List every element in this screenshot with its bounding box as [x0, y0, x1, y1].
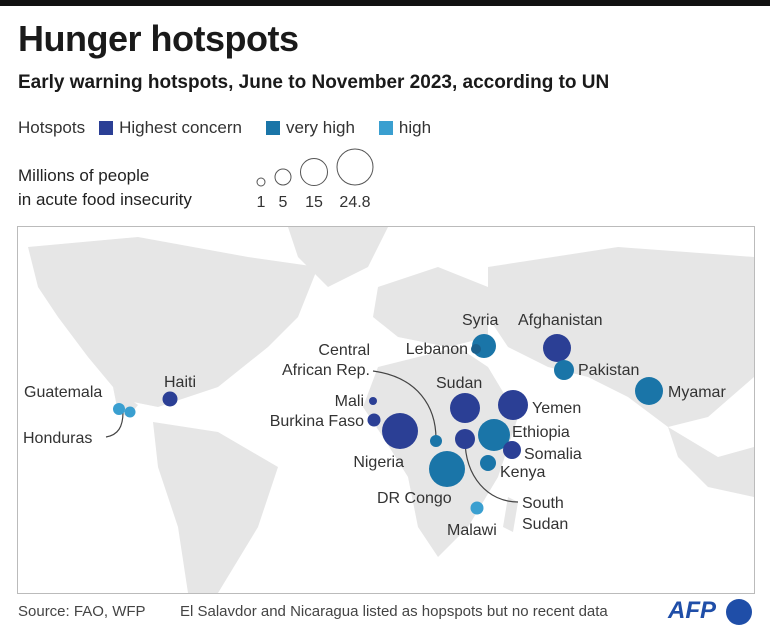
legend-item-high: high	[398, 118, 432, 137]
label-south-sudan-line2: Sudan	[522, 516, 568, 533]
source-text: Source: FAO, WFP	[18, 603, 146, 620]
bubble-car[interactable]	[430, 435, 442, 447]
label-dr-congo: DR Congo	[377, 490, 452, 507]
southeast-asia	[668, 427, 754, 497]
label-afghanistan: Afghanistan	[518, 312, 603, 329]
label-yemen: Yemen	[532, 400, 581, 417]
afp-logo-dot	[726, 599, 752, 625]
land-masses	[28, 227, 754, 593]
size-label-1: 1	[257, 194, 266, 211]
greenland	[288, 227, 388, 287]
bubble-yemen[interactable]	[498, 390, 528, 420]
label-myamar: Myamar	[668, 384, 726, 401]
bubble-lebanon[interactable]	[471, 344, 481, 354]
map-svg: Guatemala Honduras Haiti Mali Burkina Fa…	[23, 227, 754, 593]
leader-lines	[105, 370, 519, 503]
size-legend: 1 5 15 24.8	[256, 148, 374, 211]
leader-car	[372, 370, 437, 440]
hotspot-bubbles	[113, 334, 663, 515]
bubble-haiti[interactable]	[162, 391, 178, 407]
country-labels: Guatemala Honduras Haiti Mali Burkina Fa…	[23, 312, 726, 539]
legend-swatch-high	[378, 121, 393, 135]
page-subtitle: Early warning hotspots, June to November…	[18, 72, 610, 93]
label-lebanon: Lebanon	[406, 341, 468, 358]
bubble-honduras[interactable]	[124, 406, 136, 418]
legend-item-highest: Highest concern	[119, 118, 242, 137]
label-honduras: Honduras	[23, 430, 92, 447]
top-bar	[0, 0, 770, 6]
label-kenya: Kenya	[500, 464, 545, 481]
size-label-24-8: 24.8	[339, 194, 370, 211]
size-circle-5	[274, 168, 292, 186]
bubble-somalia[interactable]	[503, 441, 521, 459]
label-pakistan: Pakistan	[578, 362, 639, 379]
footnote: El Salavdor and Nicaragua listed as hops…	[180, 603, 608, 620]
bubble-nigeria[interactable]	[382, 413, 418, 449]
size-label-5: 5	[279, 194, 288, 211]
bubble-burkina-faso[interactable]	[367, 413, 381, 427]
label-car-line1: Central	[318, 342, 370, 359]
size-circle-24-8	[336, 148, 374, 186]
size-legend-title-line2: in acute food insecurity	[18, 190, 192, 209]
legend-item-very-high: very high	[285, 118, 355, 137]
bubble-mali[interactable]	[369, 397, 377, 405]
label-malawi: Malawi	[447, 522, 497, 539]
size-label-15: 15	[305, 194, 323, 211]
label-haiti: Haiti	[164, 374, 196, 391]
size-legend-title: Millions of people in acute food insecur…	[18, 164, 192, 212]
bubble-myamar[interactable]	[635, 377, 663, 405]
europe	[373, 267, 488, 347]
bubble-dr-congo[interactable]	[429, 451, 465, 487]
label-ethiopia: Ethiopia	[512, 424, 570, 441]
world-map: Guatemala Honduras Haiti Mali Burkina Fa…	[17, 226, 755, 594]
bubble-south-sudan[interactable]	[455, 429, 475, 449]
label-south-sudan-line1: South	[522, 495, 564, 512]
label-burkina-faso: Burkina Faso	[270, 413, 364, 430]
leader-south-sudan	[464, 438, 519, 503]
page-title: Hunger hotspots	[18, 18, 299, 59]
label-somalia: Somalia	[524, 446, 582, 463]
north-america	[28, 237, 318, 407]
bubble-sudan[interactable]	[450, 393, 480, 423]
legend-label: Hotspots	[18, 118, 86, 137]
label-mali: Mali	[335, 393, 364, 410]
legend-swatch-highest	[99, 121, 114, 135]
bubble-malawi[interactable]	[470, 501, 484, 515]
label-car: African Rep.	[282, 362, 370, 379]
asia	[488, 247, 754, 427]
bubble-guatemala[interactable]	[113, 403, 125, 415]
leader-honduras	[105, 411, 124, 438]
legend-swatch-very-high	[265, 121, 280, 135]
label-syria: Syria	[462, 312, 499, 329]
south-america	[153, 422, 278, 593]
afp-logo: AFP	[668, 597, 716, 624]
bubble-pakistan[interactable]	[554, 360, 574, 380]
bubble-afghanistan[interactable]	[543, 334, 571, 362]
label-sudan: Sudan	[436, 375, 482, 392]
color-legend: Hotspots Highest concern very high high	[18, 118, 431, 138]
label-nigeria: Nigeria	[353, 454, 404, 471]
size-legend-title-line1: Millions of people	[18, 166, 150, 185]
bubble-kenya[interactable]	[480, 455, 496, 471]
label-guatemala: Guatemala	[24, 384, 102, 401]
size-circle-1	[256, 177, 266, 187]
size-circle-15	[300, 158, 328, 186]
madagascar	[503, 497, 518, 532]
bubble-ethiopia[interactable]	[478, 419, 510, 451]
